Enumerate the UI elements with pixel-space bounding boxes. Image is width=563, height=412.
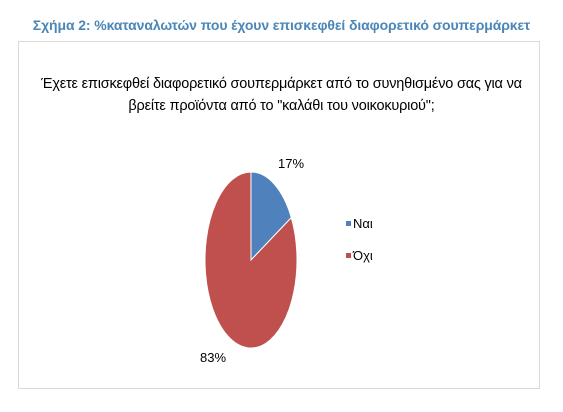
legend-item-nai: Ναι bbox=[346, 216, 373, 231]
pie-data-label-nai: 17% bbox=[278, 156, 304, 171]
pie-slice-ochi bbox=[204, 171, 298, 349]
chart-title-line-2: βρείτε προϊόντα από το "καλάθι του νοικο… bbox=[128, 98, 435, 114]
legend-item-ochi: Όχι bbox=[346, 248, 373, 263]
pie-data-label-ochi: 83% bbox=[200, 350, 226, 365]
pie-slice-nai bbox=[250, 171, 292, 262]
legend-swatch-nai bbox=[346, 221, 351, 227]
chart-title: Έχετε επισκεφθεί διαφορετικό σουπερμάρκε… bbox=[0, 73, 563, 117]
legend-label-nai: Ναι bbox=[353, 216, 373, 231]
legend-swatch-ochi bbox=[346, 253, 351, 259]
pie-data-labels: 17% 83% bbox=[200, 156, 304, 365]
pie-slices bbox=[204, 171, 298, 349]
figure-caption: Σχήμα 2: %καταναλωτών που έχουν επισκεφθ… bbox=[32, 17, 531, 33]
chart-title-line-1: Έχετε επισκεφθεί διαφορετικό σουπερμάρκε… bbox=[41, 76, 522, 92]
legend-label-ochi: Όχι bbox=[353, 248, 373, 263]
